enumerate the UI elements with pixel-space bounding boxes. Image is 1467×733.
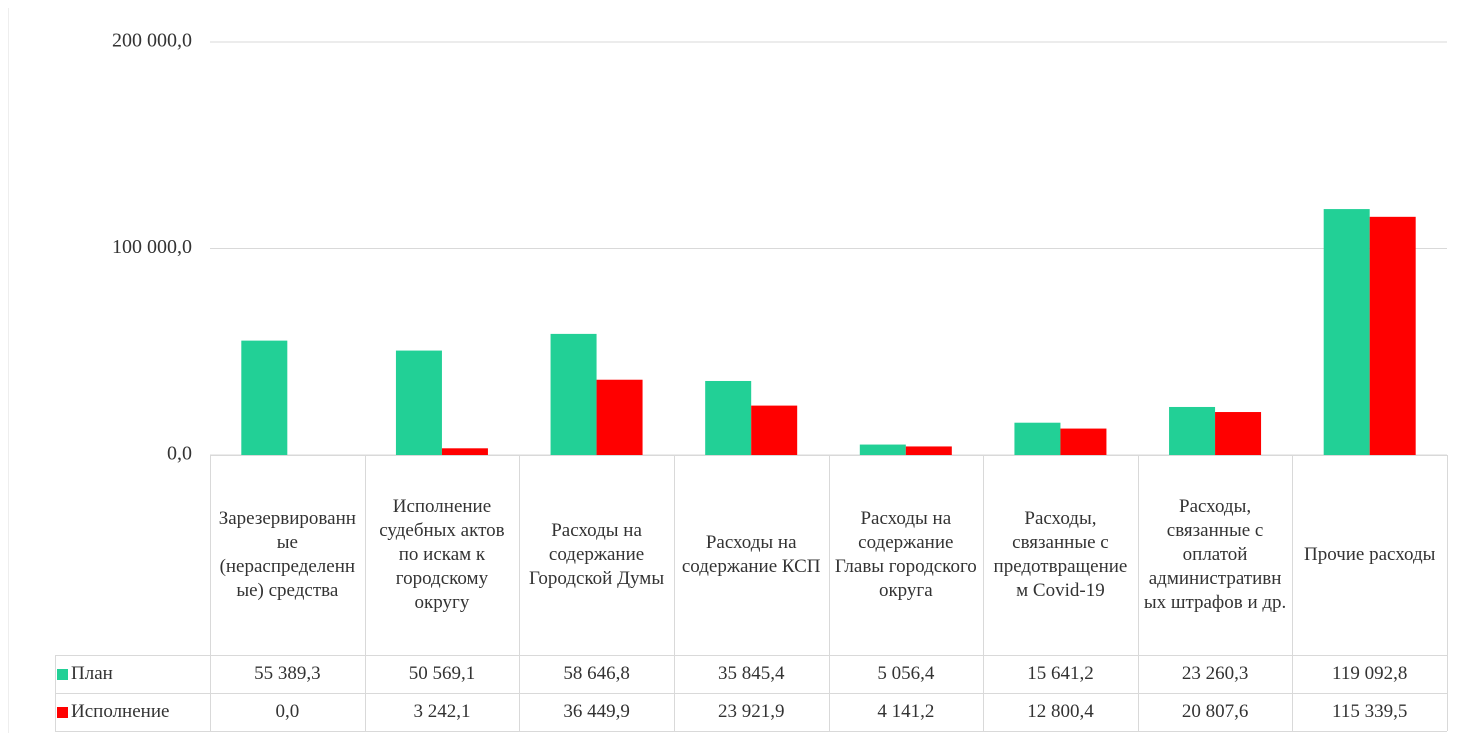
category-label: Расходы на содержание КСП [681, 532, 821, 577]
bar [1323, 209, 1370, 455]
table-border [1292, 455, 1294, 731]
bar [1215, 412, 1262, 455]
table-border [673, 455, 675, 731]
bar [905, 446, 952, 455]
legend-entry: План [55, 655, 210, 693]
category-label: Расходы на содержание Главы городского о… [834, 508, 977, 601]
y-tick-label: 200 000,0 [112, 30, 192, 52]
bar [441, 448, 488, 455]
legend-key [57, 706, 68, 718]
table-border [55, 655, 1447, 656]
y-tick-label: 0,0 [167, 443, 192, 465]
table-value: 23 260,3 [1181, 663, 1249, 684]
legend-key [57, 668, 68, 680]
legend-entry: Исполнение [55, 693, 210, 731]
bar [705, 380, 752, 455]
table-border [210, 455, 211, 731]
y-tick-label: 100 000,0 [112, 236, 192, 258]
table-border [828, 455, 830, 731]
category-label: Расходы, связанные с предотвращением Cov… [993, 508, 1128, 601]
category-label: Прочие расходы [1303, 544, 1436, 565]
bar [1014, 422, 1061, 455]
bar [596, 379, 643, 455]
table-border [1137, 455, 1139, 731]
bar [859, 444, 906, 455]
table-value: 12 800,4 [1027, 701, 1094, 722]
bar [241, 340, 288, 455]
category-label: Расходы, связанные с оплатой администрат… [1143, 496, 1287, 613]
table-border [1447, 455, 1448, 731]
table-value: 55 389,3 [254, 663, 321, 684]
table-value: 0,0 [275, 701, 300, 722]
table-border [55, 693, 1447, 694]
bar [1169, 406, 1216, 455]
table-value: 15 641,2 [1027, 663, 1094, 684]
table-border [210, 455, 1447, 456]
bar [1369, 216, 1416, 455]
category-label: Зарезервированные (нераспределенные) сре… [218, 508, 356, 601]
table-value: 20 807,6 [1181, 701, 1249, 722]
table-value: 58 646,8 [563, 663, 630, 684]
bar [1060, 428, 1107, 455]
table-value: 35 845,4 [717, 663, 785, 684]
legend-label: Исполнение [71, 701, 170, 722]
table-value: 5 056,4 [877, 663, 935, 684]
table-value: 119 092,8 [1332, 663, 1408, 684]
table-border [983, 455, 985, 731]
table-border [364, 455, 366, 731]
table-value: 4 141,2 [877, 701, 935, 722]
legend-label: План [71, 663, 113, 684]
table-border [519, 455, 521, 731]
bar [550, 333, 597, 455]
table-value: 115 339,5 [1332, 701, 1408, 722]
frame [8, 8, 9, 733]
bar [395, 350, 442, 455]
table-border [55, 731, 1447, 732]
category-label: Исполнение судебных актов по искам к гор… [379, 496, 505, 613]
table-value: 36 449,9 [563, 701, 630, 722]
table-value: 3 242,1 [413, 701, 471, 722]
table-value: 23 921,9 [717, 701, 785, 722]
table-value: 50 569,1 [408, 663, 476, 684]
category-label: Расходы на содержание Городской Думы [529, 520, 665, 589]
bar [751, 405, 798, 455]
